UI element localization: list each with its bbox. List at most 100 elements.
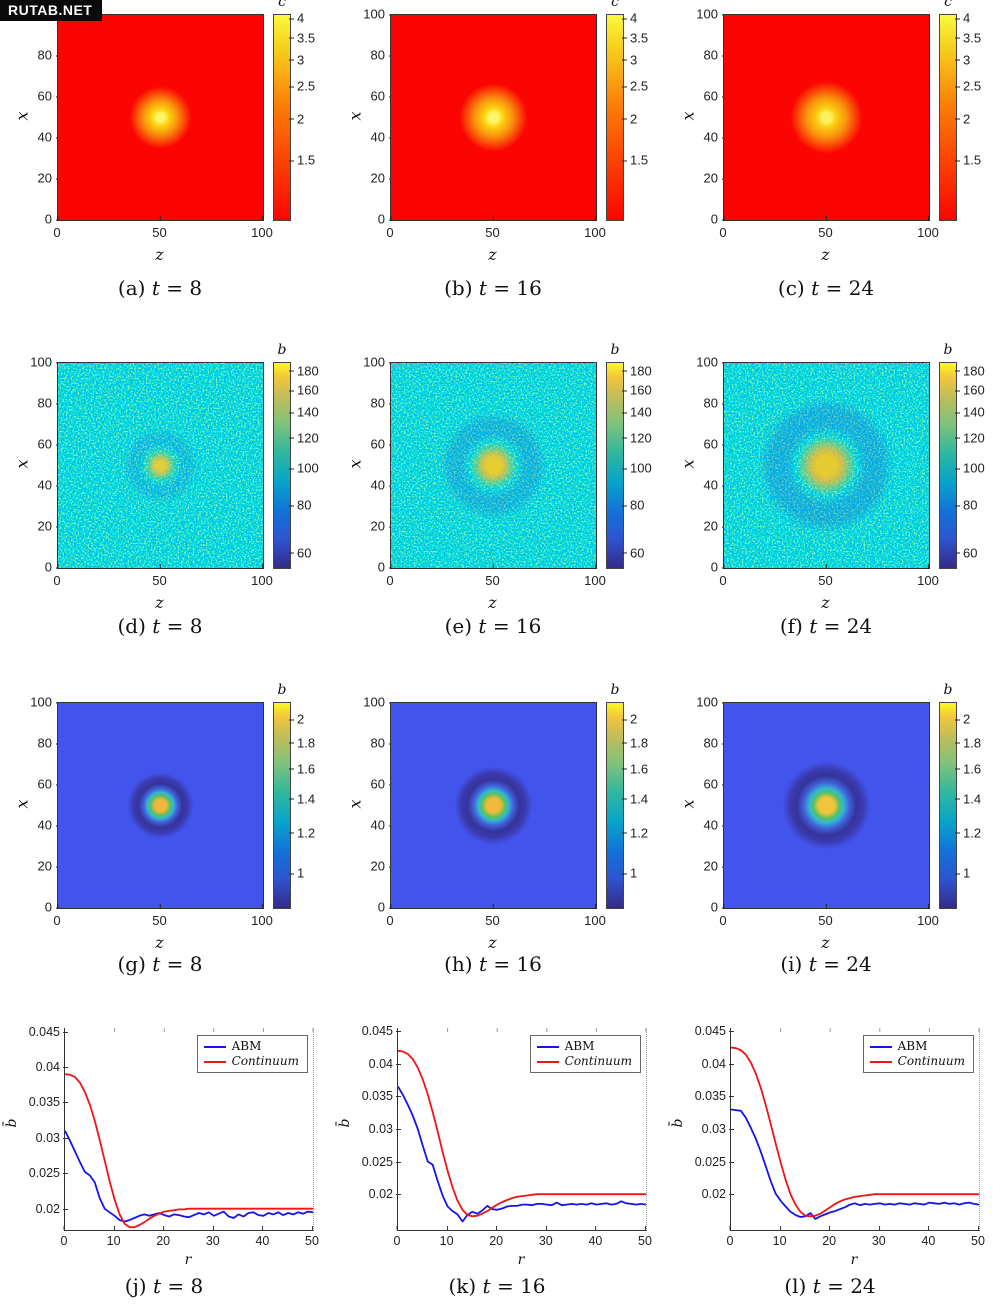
x-axis-label: r xyxy=(184,1252,192,1268)
colorbar xyxy=(939,362,957,569)
line-panel-j: b̄ 0.045 0.04 0.035 0.03 0.025 0.02 ABM Contin… xyxy=(0,1025,333,1311)
panel-caption: (b) t = 16 xyxy=(444,276,542,300)
x-axis-label: z xyxy=(821,933,830,952)
legend: ABM Continuum xyxy=(196,1035,308,1073)
x-axis-ticks: 0 10 20 30 40 50 xyxy=(726,1226,985,1248)
colorbar-title: c xyxy=(278,0,286,10)
x-axis-ticks: 0 50 100 xyxy=(53,904,273,928)
colorbar-ticks: 4 3.5 3 2.5 2 1.5 xyxy=(954,10,982,168)
heatmap-image xyxy=(57,362,264,569)
colorbar xyxy=(273,14,291,221)
heatmap-image xyxy=(57,14,264,221)
x-axis-ticks: 0 50 100 xyxy=(386,216,606,240)
panel-caption: (e) t = 16 xyxy=(444,614,542,638)
heatmap-image xyxy=(390,362,597,569)
colorbar xyxy=(606,362,624,569)
colorbar xyxy=(939,702,957,909)
nutrient-spot xyxy=(58,15,263,220)
panel-caption: (l) t = 24 xyxy=(784,1274,876,1298)
heatmap-image xyxy=(390,14,597,221)
colorbar xyxy=(273,702,291,909)
bacteria-spot xyxy=(58,363,263,568)
line-panel-l: b̄ 0.045 0.04 0.035 0.03 0.025 0.02 ABM Contin… xyxy=(666,1024,999,1311)
y-axis-ticks: 0.045 0.04 0.035 0.03 0.025 0.02 xyxy=(361,1024,402,1202)
y-axis-ticks: 0.045 0.04 0.035 0.03 0.025 0.02 xyxy=(694,1024,735,1202)
line-panel-k: b̄ 0.045 0.04 0.035 0.03 0.025 0.02 ABM Contin… xyxy=(333,1024,666,1311)
colorbar-title: b xyxy=(943,342,953,358)
heatmap-panel-i: x 100 80 60 40 20 0 0 50 100 z b 2 1.8 1.6 1.4 1.2 1… xyxy=(666,682,999,1002)
colorbar-ticks: 180 160 140 120 100 80 60 xyxy=(954,363,985,561)
x-axis-label: z xyxy=(488,593,497,612)
colorbar-ticks: 4 3.5 3 2.5 2 1.5 xyxy=(288,10,316,168)
colorbar-ticks: 2 1.8 1.6 1.4 1.2 1 xyxy=(621,711,649,881)
heatmap-panel-h: x 100 80 60 40 20 0 0 50 100 z b 2 1.8 1.6 1.4 1.2 1… xyxy=(333,682,666,1002)
heatmap-image xyxy=(723,362,930,569)
x-axis-label: r xyxy=(517,1252,525,1268)
x-axis-ticks: 0 50 100 xyxy=(719,564,939,588)
x-axis-ticks: 0 10 20 30 40 50 xyxy=(393,1226,652,1248)
x-axis-ticks: 0 50 100 xyxy=(386,564,606,588)
x-axis-ticks: 0 50 100 xyxy=(386,904,606,928)
colorbar-title: b xyxy=(610,342,620,358)
panel-caption: (k) t = 16 xyxy=(448,1274,546,1298)
bacteria-spot xyxy=(724,363,929,568)
line-chart xyxy=(64,1028,314,1229)
colorbar xyxy=(939,14,957,221)
x-axis-ticks: 0 50 100 xyxy=(53,216,273,240)
colorbar-ticks: 180 160 140 120 100 80 60 xyxy=(288,363,319,561)
heatmap-panel-c: x 100 80 60 40 20 0 0 50 100 z c 4 3.5 3 2.5 2 1.5 (… xyxy=(666,0,999,314)
panel-caption: (d) t = 8 xyxy=(117,614,203,638)
colorbar-ticks: 2 1.8 1.6 1.4 1.2 1 xyxy=(288,711,316,881)
legend: ABM Continuum xyxy=(529,1035,641,1073)
x-axis-ticks: 0 50 100 xyxy=(53,564,273,588)
colorbar-title: b xyxy=(943,682,953,698)
heatmap-image xyxy=(723,702,930,909)
line-chart xyxy=(730,1028,980,1220)
x-axis-label: z xyxy=(155,593,164,612)
nutrient-spot xyxy=(724,15,929,220)
bacteria-spot xyxy=(391,363,596,568)
heatmap-panel-e: x 100 80 60 40 20 0 0 50 100 z b 180 160 140 120 10… xyxy=(333,342,666,662)
colorbar-title: c xyxy=(611,0,619,10)
colorbar-title: b xyxy=(277,682,287,698)
panel-caption: (i) t = 24 xyxy=(780,952,872,976)
legend: ABM Continuum xyxy=(862,1035,974,1073)
heatmap-image xyxy=(390,702,597,909)
heatmap-panel-f: x 100 80 60 40 20 0 0 50 100 z b 180 160 140 120 10… xyxy=(666,342,999,662)
panel-caption: (g) t = 8 xyxy=(117,952,203,976)
heatmap-panel-d: x 100 80 60 40 20 0 0 50 100 z b 180 160 140 120 10… xyxy=(0,342,333,662)
watermark-badge: RUTAB.NET xyxy=(0,0,103,21)
x-axis-label: z xyxy=(821,593,830,612)
x-axis-ticks: 0 10 20 30 40 50 xyxy=(60,1226,319,1248)
panel-caption: (a) t = 8 xyxy=(117,276,203,300)
panel-caption: (j) t = 8 xyxy=(124,1274,204,1298)
colorbar-title: c xyxy=(944,0,952,10)
x-axis-label: z xyxy=(821,245,830,264)
colorbar xyxy=(606,14,624,221)
x-axis-label: z xyxy=(155,245,164,264)
x-axis-ticks: 0 50 100 xyxy=(719,216,939,240)
plot-area: ABM Continuum xyxy=(64,1028,314,1231)
panel-caption: (h) t = 16 xyxy=(444,952,542,976)
heatmap-panel-g: x 100 80 60 40 20 0 0 50 100 z b 2 1.8 1.6 1.4 1.2 1… xyxy=(0,682,333,1002)
x-axis-label: z xyxy=(488,245,497,264)
heatmap-panel-b: x 100 80 60 40 20 0 0 50 100 z c 4 3.5 3 2.5 2 1.5 (… xyxy=(333,0,666,314)
heatmap-image xyxy=(723,14,930,221)
plot-area: ABM Continuum xyxy=(397,1028,647,1231)
x-axis-label: z xyxy=(488,933,497,952)
x-axis-ticks: 0 50 100 xyxy=(719,904,939,928)
panel-caption: (f) t = 24 xyxy=(779,614,873,638)
nutrient-spot xyxy=(391,15,596,220)
panel-caption: (c) t = 24 xyxy=(777,276,875,300)
colorbar-title: b xyxy=(277,342,287,358)
x-axis-label: z xyxy=(155,933,164,952)
colorbar xyxy=(606,702,624,909)
